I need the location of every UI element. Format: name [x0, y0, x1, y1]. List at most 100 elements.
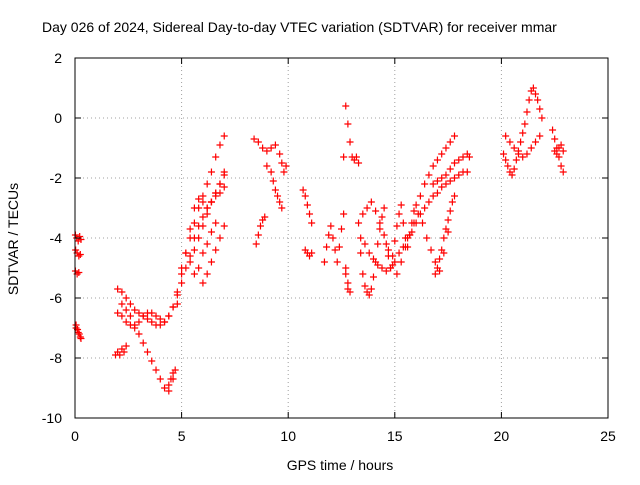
data-point	[380, 204, 388, 212]
y-tick-label: 0	[54, 110, 62, 126]
data-point	[372, 207, 380, 215]
data-point	[156, 321, 164, 329]
data-point	[199, 222, 207, 230]
data-point	[369, 273, 377, 281]
x-axis-title: GPS time / hours	[287, 457, 394, 473]
data-point	[207, 258, 215, 266]
data-point	[76, 333, 84, 341]
data-point	[75, 252, 83, 260]
data-point	[212, 153, 220, 161]
data-point	[199, 192, 207, 200]
data-point	[463, 168, 471, 176]
data-point	[433, 189, 441, 197]
data-point	[131, 321, 139, 329]
data-point	[389, 252, 397, 260]
data-point	[416, 192, 424, 200]
data-point	[152, 312, 160, 320]
data-point	[365, 249, 373, 257]
data-point	[161, 384, 169, 392]
data-point	[186, 258, 194, 266]
data-point	[446, 177, 454, 185]
x-tick-label: 25	[600, 428, 616, 444]
data-point	[423, 234, 431, 242]
data-point	[429, 162, 437, 170]
data-point	[361, 282, 369, 290]
data-point	[438, 246, 446, 254]
data-point	[450, 159, 458, 167]
data-point	[276, 198, 284, 206]
data-point	[557, 141, 565, 149]
data-point	[508, 171, 516, 179]
data-point	[190, 246, 198, 254]
data-point	[448, 198, 456, 206]
data-point	[199, 279, 207, 287]
y-tick-label: -4	[50, 230, 63, 246]
data-point	[410, 219, 418, 227]
data-point	[254, 231, 262, 239]
data-point	[412, 201, 420, 209]
data-point	[207, 198, 215, 206]
data-point	[527, 144, 535, 152]
data-point	[282, 162, 290, 170]
data-point	[440, 234, 448, 242]
data-point	[510, 144, 518, 152]
data-point	[114, 309, 122, 317]
data-point	[397, 201, 405, 209]
grid-layer	[75, 58, 608, 418]
data-point	[182, 249, 190, 257]
data-point	[357, 249, 365, 257]
data-point	[323, 243, 331, 251]
data-point	[199, 213, 207, 221]
data-point	[357, 234, 365, 242]
data-point	[382, 267, 390, 275]
x-tick-label: 0	[71, 428, 79, 444]
data-point	[271, 141, 279, 149]
data-point	[220, 171, 228, 179]
data-point	[557, 162, 565, 170]
data-point	[135, 318, 143, 326]
y-tick-label: -2	[50, 170, 63, 186]
data-point	[259, 144, 267, 152]
data-point	[459, 153, 467, 161]
ticks-layer: 0 5 10 15 20 25 -10 -8 -6 -4 -2 0 2	[42, 50, 616, 444]
data-point	[525, 96, 533, 104]
x-tick-label: 5	[178, 428, 186, 444]
data-point	[410, 207, 418, 215]
data-point	[126, 300, 134, 308]
data-point	[267, 144, 275, 152]
data-point	[271, 186, 279, 194]
data-point	[352, 153, 360, 161]
y-axis-title: SDTVAR / TECUs	[5, 183, 21, 295]
data-point	[502, 132, 510, 140]
data-point	[397, 258, 405, 266]
data-point	[195, 195, 203, 203]
data-point	[523, 150, 531, 158]
data-point	[553, 150, 561, 158]
data-point	[391, 237, 399, 245]
data-point	[274, 192, 282, 200]
data-point	[446, 207, 454, 215]
data-point	[421, 204, 429, 212]
data-point	[220, 222, 228, 230]
data-point	[342, 102, 350, 110]
data-point	[203, 270, 211, 278]
data-point	[77, 335, 85, 342]
data-point	[173, 291, 181, 299]
data-point	[414, 210, 422, 218]
data-point	[536, 132, 544, 140]
data-point	[438, 183, 446, 191]
data-point	[395, 249, 403, 257]
data-point	[361, 240, 369, 248]
data-point	[120, 348, 128, 356]
data-point	[340, 153, 348, 161]
data-point	[436, 255, 444, 263]
data-point	[446, 165, 454, 173]
data-point	[442, 171, 450, 179]
data-point	[444, 216, 452, 224]
data-point	[376, 225, 384, 233]
data-point	[278, 204, 286, 212]
data-point	[203, 210, 211, 218]
data-point	[384, 246, 392, 254]
data-point	[190, 219, 198, 227]
data-point	[254, 138, 262, 146]
